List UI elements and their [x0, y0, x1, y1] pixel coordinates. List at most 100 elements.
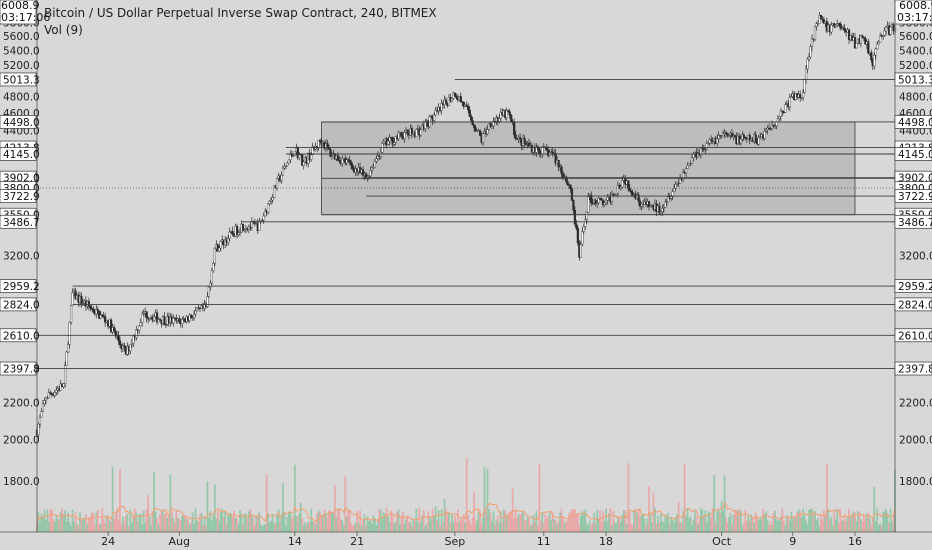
volume-bar: [661, 520, 664, 532]
volume-bar: [682, 511, 684, 532]
volume-bar: [834, 519, 837, 532]
candle-body: [117, 335, 120, 341]
volume-bar: [222, 517, 225, 532]
volume-bar: [98, 524, 101, 532]
candle-body: [662, 207, 665, 209]
volume-bar: [348, 510, 351, 532]
level-label-box-right: [894, 328, 932, 343]
volume-bar: [282, 483, 284, 532]
volume-bar: [654, 508, 656, 532]
volume-bar: [668, 523, 671, 532]
volume-bar: [421, 515, 424, 532]
level-label-box-right: [894, 361, 932, 376]
volume-bar: [622, 510, 625, 532]
candle-body: [661, 208, 664, 212]
volume-bar: [751, 517, 754, 532]
volume-bar: [207, 517, 210, 532]
volume-bar: [581, 511, 584, 532]
volume-bar: [492, 511, 495, 532]
volume-bar: [156, 518, 158, 532]
candle-body: [62, 383, 65, 387]
volume-bar: [508, 511, 511, 532]
candle-body: [98, 310, 101, 319]
candle-body: [603, 202, 606, 206]
candle-body: [237, 232, 240, 235]
volume-bar: [694, 510, 696, 532]
x-tick-label: Aug: [169, 535, 190, 548]
candle-body: [647, 201, 651, 208]
candle-body: [490, 125, 494, 127]
volume-bar: [445, 508, 447, 532]
volume-bar: [643, 518, 646, 532]
candle-body: [538, 148, 541, 154]
volume-bar: [145, 508, 148, 532]
volume-bar: [402, 511, 404, 532]
volume-bar: [611, 524, 613, 532]
candle-body: [665, 201, 668, 203]
level-label-box-right: [894, 147, 932, 161]
candle-body: [135, 329, 138, 338]
candle-body: [376, 155, 379, 159]
level-label-left: 3486.7: [3, 217, 40, 229]
volume-bar: [852, 511, 855, 532]
volume-bar: [889, 508, 892, 532]
volume-bar: [658, 522, 661, 532]
volume-bar: [476, 519, 479, 532]
volume-bar: [289, 512, 292, 532]
volume-bar: [745, 520, 748, 532]
candle-body: [590, 194, 593, 203]
candle-body: [619, 186, 622, 189]
volume-bar: [608, 513, 610, 532]
volume-bar: [227, 514, 230, 532]
volume-bar: [824, 516, 827, 532]
candle-body: [271, 197, 274, 201]
candle-body: [338, 159, 341, 162]
candle-body: [283, 166, 286, 169]
volume-bar: [185, 518, 188, 532]
x-tick-label: Sep: [445, 535, 466, 548]
volume-bar: [753, 522, 756, 532]
candle-body: [754, 134, 757, 143]
candle-body: [462, 101, 465, 107]
candle-body: [779, 110, 782, 117]
volume-bar: [89, 516, 92, 532]
candle-body: [348, 159, 351, 163]
candle-body: [112, 327, 116, 332]
candle-body: [601, 200, 605, 206]
volume-bar: [428, 517, 431, 532]
volume-bar: [236, 518, 238, 532]
volume-bar: [754, 512, 757, 532]
candle-body: [778, 116, 781, 119]
y-tick-label-right: 5600.0: [899, 31, 932, 43]
volume-bar: [774, 510, 776, 532]
candle-body: [744, 136, 747, 139]
candle-body: [235, 226, 239, 235]
volume-bar: [865, 513, 868, 532]
candle-body: [687, 163, 691, 166]
candle-body: [444, 99, 448, 104]
volume-bar: [314, 523, 317, 532]
volume-bar: [665, 516, 668, 532]
candle-body: [375, 158, 378, 162]
candle-body: [317, 140, 320, 149]
candle-body: [419, 129, 422, 136]
level-label-left: 3722.9: [3, 191, 40, 203]
candle-body: [394, 136, 397, 143]
volume-bar: [710, 517, 713, 532]
candle-body: [839, 23, 842, 28]
volume-bar: [547, 516, 550, 532]
candle-body: [641, 203, 645, 206]
volume-bar: [793, 515, 796, 532]
candle-body: [109, 319, 113, 333]
candle-body: [759, 136, 762, 138]
candle-body: [877, 42, 880, 45]
volume-bar: [848, 508, 850, 532]
candle-body: [350, 161, 353, 166]
level-label-right: 2824.0: [898, 299, 932, 311]
volume-bar: [874, 521, 877, 532]
volume-bar: [582, 513, 585, 532]
volume-bar: [695, 516, 698, 532]
level-label-right: 2397.8: [898, 364, 932, 376]
